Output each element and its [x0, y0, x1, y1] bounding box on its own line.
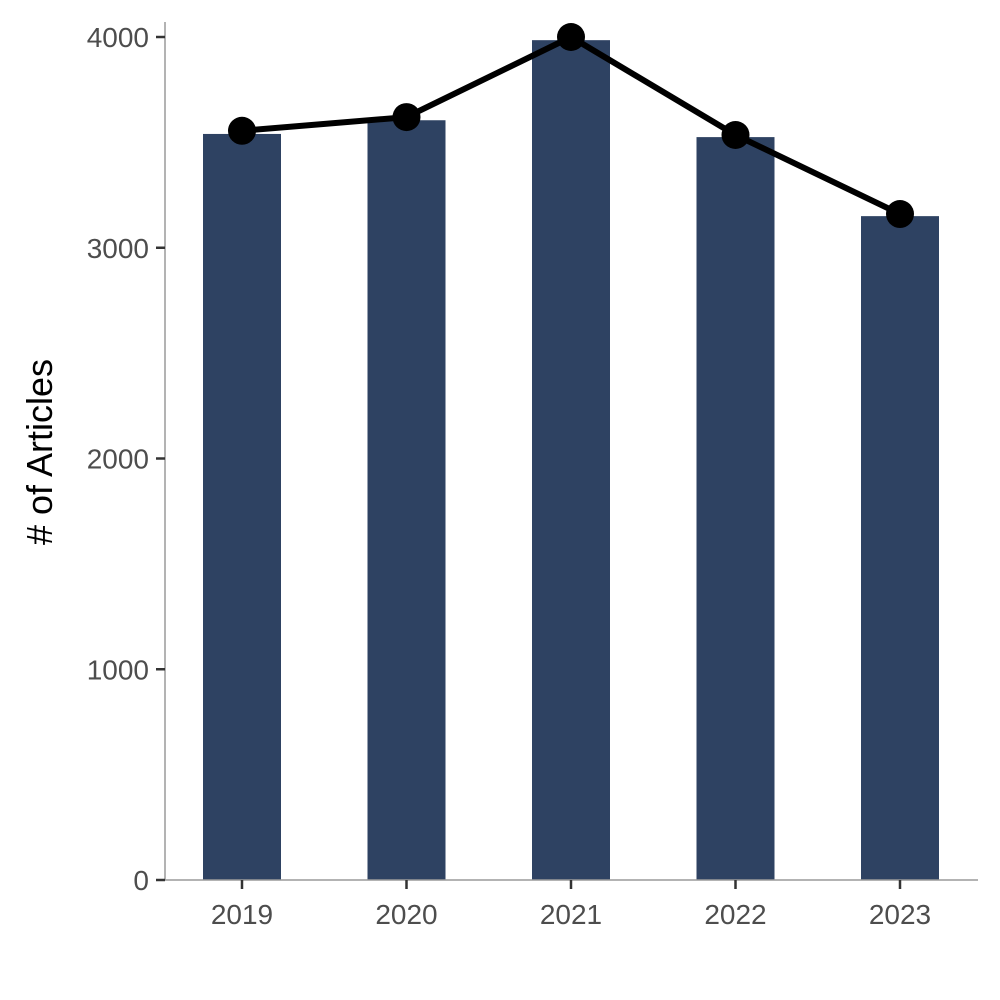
point-2020 — [392, 103, 421, 132]
point-2023 — [886, 200, 914, 229]
bar-2023 — [861, 216, 939, 880]
y-tick-label-3000: 3000 — [87, 233, 149, 264]
bar-2019 — [203, 133, 281, 880]
bars-layer — [203, 40, 939, 881]
y-tick-label-2000: 2000 — [87, 444, 149, 475]
y-tick-label-1000: 1000 — [87, 654, 149, 685]
x-tick-label-2020: 2020 — [375, 899, 437, 930]
points-layer — [228, 23, 914, 229]
point-2019 — [228, 116, 256, 145]
point-2022 — [721, 120, 750, 149]
y-tick-label-0: 0 — [133, 865, 149, 896]
x-tick-label-2022: 2022 — [704, 899, 766, 930]
point-2021 — [557, 23, 585, 51]
bar-2021 — [532, 40, 610, 880]
x-tick-label-2021: 2021 — [540, 899, 602, 930]
x-tick-label-2019: 2019 — [211, 899, 273, 930]
x-tick-label-2023: 2023 — [869, 899, 931, 930]
bar-2020 — [367, 120, 446, 881]
ticks-layer: 0 1000 2000 3000 4000 2019 2020 2021 2022 2023 — [87, 22, 931, 930]
y-tick-label-4000: 4000 — [87, 22, 149, 53]
y-axis-title: # of Articles — [19, 359, 60, 545]
bar-2022 — [696, 137, 775, 880]
